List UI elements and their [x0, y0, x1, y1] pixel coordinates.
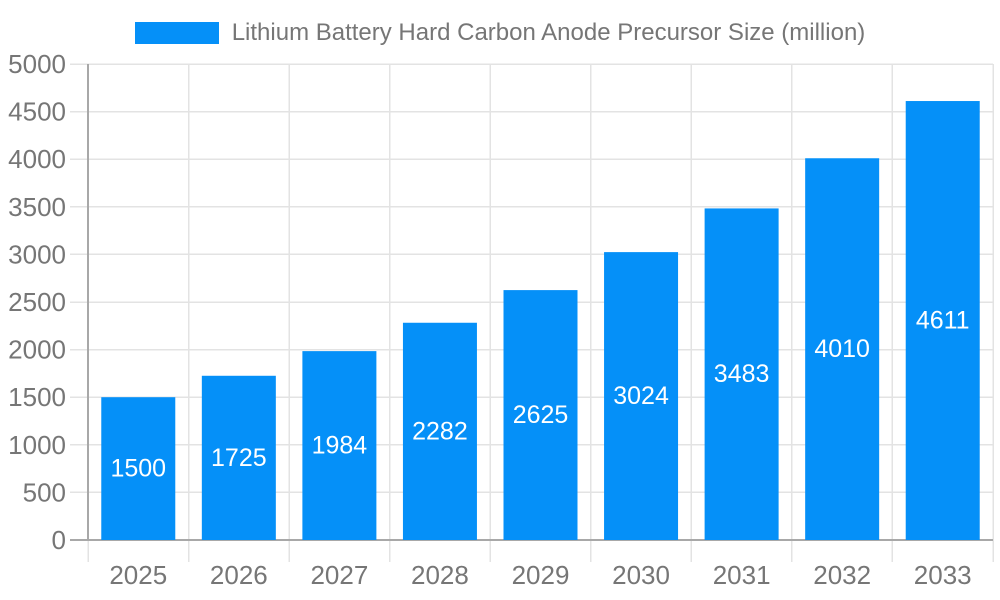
- x-axis-label: 2025: [109, 560, 167, 590]
- bar-value-label: 1500: [110, 455, 166, 483]
- x-axis-label: 2032: [813, 560, 871, 590]
- bar-value-label: 2282: [412, 417, 468, 445]
- x-axis-label: 2033: [914, 560, 972, 590]
- y-axis-label: 500: [23, 477, 66, 507]
- bar-2028: [402, 322, 477, 540]
- bar-2025: [101, 397, 176, 540]
- bar-2029: [503, 290, 578, 540]
- bar-value-label: 1984: [312, 432, 368, 460]
- bar-value-label: 2625: [513, 401, 569, 429]
- y-axis-label: 2000: [8, 335, 66, 365]
- y-axis-label: 4000: [8, 144, 66, 174]
- bar-value-label: 1725: [211, 444, 267, 472]
- y-axis-label: 1500: [8, 382, 66, 412]
- x-axis-label: 2027: [310, 560, 368, 590]
- y-axis-label: 1000: [8, 430, 66, 460]
- bar-2032: [805, 158, 880, 541]
- bar-2030: [604, 252, 679, 540]
- y-axis-label: 5000: [8, 49, 66, 79]
- x-axis-label: 2031: [713, 560, 771, 590]
- legend-item[interactable]: Lithium Battery Hard Carbon Anode Precur…: [0, 20, 1000, 46]
- y-axis-label: 0: [52, 525, 66, 555]
- y-axis-label: 2500: [8, 287, 66, 317]
- bar-2031: [704, 208, 779, 540]
- bar-2026: [201, 375, 276, 540]
- bar-value-label: 4010: [814, 335, 870, 363]
- bar-value-label: 4611: [916, 307, 970, 335]
- y-axis-label: 3000: [8, 239, 66, 269]
- bar-value-label: 3483: [714, 360, 770, 388]
- legend-label: Lithium Battery Hard Carbon Anode Precur…: [231, 19, 866, 46]
- legend-swatch: [134, 22, 219, 44]
- y-axis-label: 4500: [8, 97, 66, 127]
- x-axis-label: 2029: [512, 560, 570, 590]
- bar-2033: [905, 101, 980, 540]
- bar-2027: [302, 351, 377, 540]
- y-axis-label: 3500: [8, 192, 66, 222]
- bar-value-label: 3024: [613, 382, 669, 410]
- x-axis-label: 2026: [210, 560, 268, 590]
- x-axis-label: 2030: [612, 560, 670, 590]
- x-axis-label: 2028: [411, 560, 469, 590]
